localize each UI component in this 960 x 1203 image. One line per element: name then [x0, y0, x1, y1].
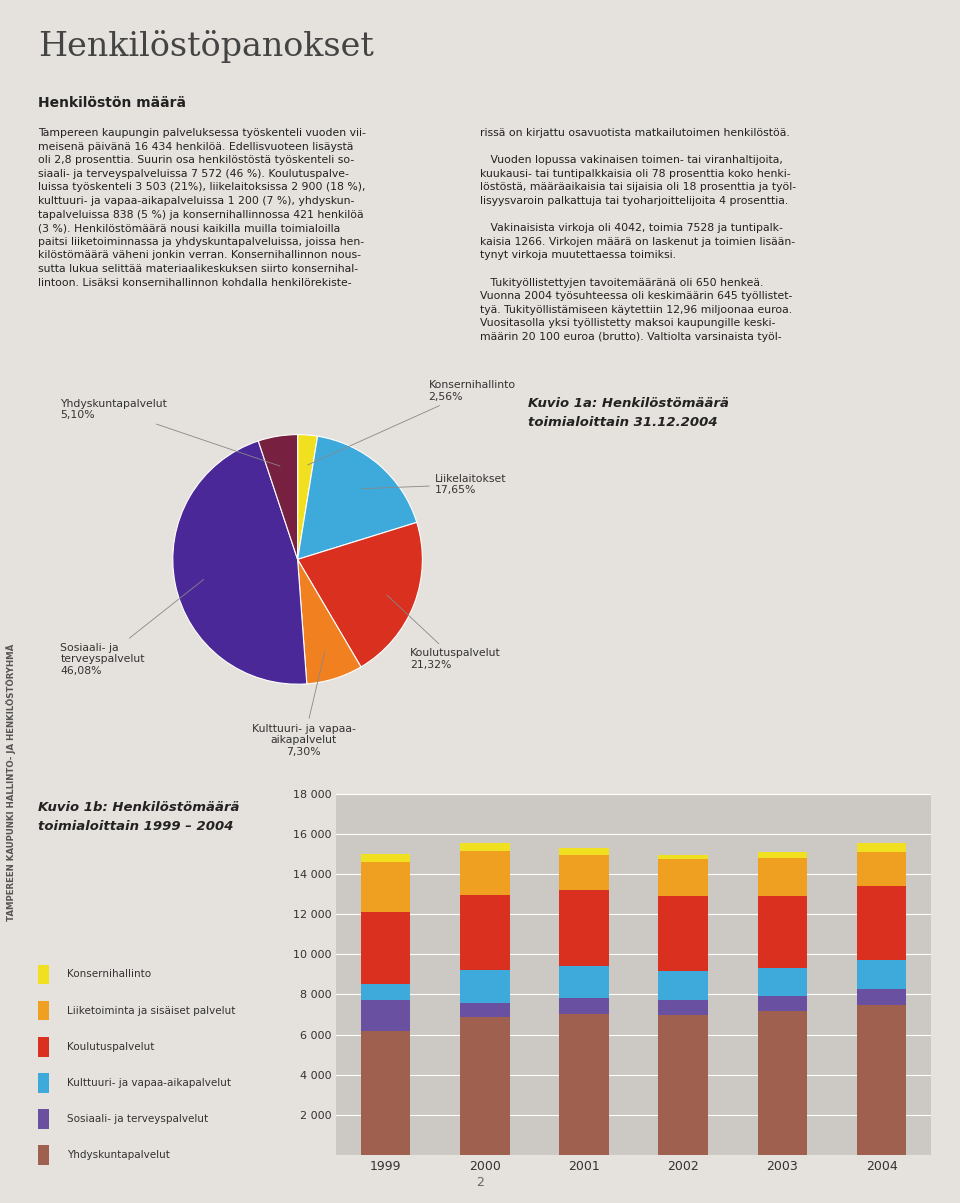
Bar — [856, 842, 906, 852]
Bar — [856, 960, 906, 989]
Text: Koulutuspalvelut: Koulutuspalvelut — [67, 1042, 155, 1051]
Text: Yhdyskuntapalvelut
5,10%: Yhdyskuntapalvelut 5,10% — [60, 399, 280, 466]
Bar — [361, 912, 411, 984]
Bar — [38, 1037, 50, 1056]
Bar — [757, 896, 807, 968]
Bar — [757, 852, 807, 858]
Bar — [460, 1002, 510, 1017]
Text: Liikelaitokset
17,65%: Liikelaitokset 17,65% — [362, 474, 506, 496]
Bar — [856, 852, 906, 887]
Bar — [38, 1001, 50, 1020]
Bar — [856, 989, 906, 1005]
Bar — [757, 1011, 807, 1155]
Wedge shape — [298, 434, 318, 559]
Text: Koulutuspalvelut
21,32%: Koulutuspalvelut 21,32% — [387, 595, 501, 670]
Text: Sosiaali- ja
terveyspalvelut
46,08%: Sosiaali- ja terveyspalvelut 46,08% — [60, 580, 204, 676]
Bar — [361, 1001, 411, 1031]
Bar — [38, 1109, 50, 1128]
Text: rissä on kirjattu osavuotista matkailutoimen henkilöstöä.

   Vuoden lopussa vak: rissä on kirjattu osavuotista matkailuto… — [480, 128, 796, 342]
Text: TAMPEREEN KAUPUNKI HALLINTO- JA HENKILÖSTÖRYHMÄ: TAMPEREEN KAUPUNKI HALLINTO- JA HENKILÖS… — [7, 644, 16, 920]
Text: 2: 2 — [476, 1175, 484, 1189]
Bar — [757, 996, 807, 1011]
Bar — [659, 854, 708, 859]
Wedge shape — [298, 522, 422, 666]
Bar — [460, 895, 510, 971]
Wedge shape — [258, 434, 298, 559]
Text: Yhdyskuntapalvelut: Yhdyskuntapalvelut — [67, 1150, 170, 1160]
Text: Tampereen kaupungin palveluksessa työskenteli vuoden vii-
meisenä päivänä 16 434: Tampereen kaupungin palveluksessa työske… — [38, 128, 367, 288]
Bar — [659, 859, 708, 896]
Bar — [559, 998, 609, 1013]
Text: Henkilöstön määrä: Henkilöstön määrä — [38, 96, 186, 111]
Bar — [38, 965, 50, 984]
Bar — [659, 896, 708, 972]
Bar — [460, 842, 510, 852]
Bar — [559, 1013, 609, 1155]
Bar — [361, 863, 411, 912]
Text: Kulttuuri- ja vapaa-aikapalvelut: Kulttuuri- ja vapaa-aikapalvelut — [67, 1078, 231, 1088]
Text: Kulttuuri- ja vapaa-
aikapalvelut
7,30%: Kulttuuri- ja vapaa- aikapalvelut 7,30% — [252, 652, 356, 757]
Bar — [559, 890, 609, 966]
Bar — [856, 887, 906, 960]
Bar — [659, 972, 708, 1001]
Bar — [361, 854, 411, 863]
Wedge shape — [298, 437, 417, 559]
Bar — [460, 1017, 510, 1155]
Bar — [659, 1001, 708, 1014]
Bar — [460, 852, 510, 895]
Text: Kuvio 1a: Henkilöstömäärä
toimialoittain 31.12.2004: Kuvio 1a: Henkilöstömäärä toimialoittain… — [528, 397, 729, 429]
Text: Henkilöstöpanokset: Henkilöstöpanokset — [38, 30, 374, 63]
Text: Kuvio 1b: Henkilöstömäärä
toimialoittain 1999 – 2004: Kuvio 1b: Henkilöstömäärä toimialoittain… — [38, 801, 240, 834]
Text: Konsernihallinto
2,56%: Konsernihallinto 2,56% — [307, 380, 516, 464]
Text: Liiketoiminta ja sisäiset palvelut: Liiketoiminta ja sisäiset palvelut — [67, 1006, 235, 1015]
Bar — [38, 1073, 50, 1092]
Bar — [559, 855, 609, 890]
Bar — [559, 847, 609, 855]
Bar — [856, 1005, 906, 1155]
Wedge shape — [298, 559, 361, 683]
Bar — [757, 968, 807, 996]
Bar — [361, 984, 411, 1001]
Wedge shape — [173, 442, 307, 685]
Bar — [559, 966, 609, 998]
Bar — [361, 1031, 411, 1155]
Text: Konsernihallinto: Konsernihallinto — [67, 970, 152, 979]
Bar — [757, 858, 807, 896]
Bar — [460, 971, 510, 1002]
Bar — [659, 1014, 708, 1155]
Text: Sosiaali- ja terveyspalvelut: Sosiaali- ja terveyspalvelut — [67, 1114, 208, 1124]
Bar — [38, 1145, 50, 1165]
